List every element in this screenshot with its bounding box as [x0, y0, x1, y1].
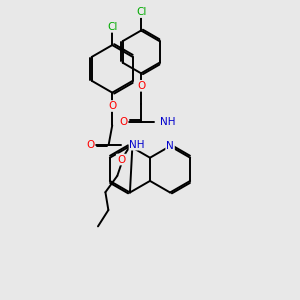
Text: O: O [137, 81, 145, 91]
Text: Cl: Cl [107, 22, 117, 32]
Text: O: O [86, 140, 94, 150]
Text: NH: NH [160, 117, 175, 127]
Text: N: N [166, 141, 174, 151]
Text: O: O [117, 154, 125, 164]
Text: NH: NH [130, 140, 145, 150]
Text: O: O [108, 101, 116, 111]
Text: Cl: Cl [136, 7, 146, 17]
Text: O: O [119, 117, 128, 127]
